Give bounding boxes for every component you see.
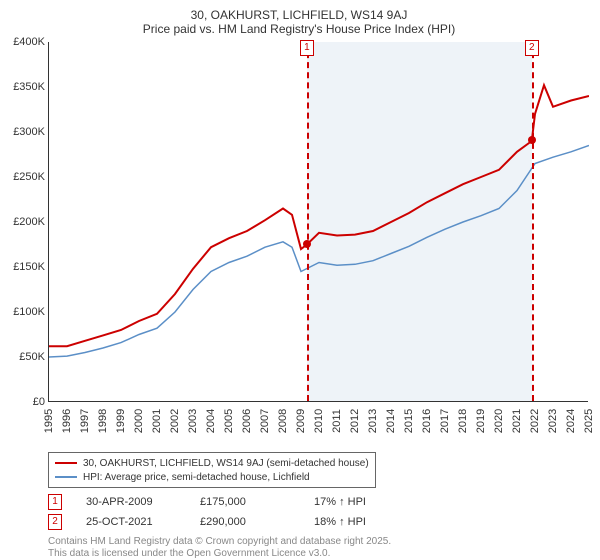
x-axis-label: 2000 (133, 409, 145, 433)
row-marker-box: 1 (48, 494, 62, 510)
marker-label-box: 1 (300, 40, 314, 56)
plot-region: £0£50K£100K£150K£200K£250K£300K£350K£400… (48, 42, 588, 402)
y-axis-label: £100K (5, 306, 45, 318)
x-axis-label: 2010 (313, 409, 325, 433)
x-axis-label: 2014 (385, 409, 397, 433)
x-axis-label: 2007 (259, 409, 271, 433)
row-delta: 17% ↑ HPI (314, 496, 404, 508)
y-axis-label: £250K (5, 171, 45, 183)
x-axis-label: 2004 (205, 409, 217, 433)
y-axis-label: £300K (5, 126, 45, 138)
x-axis-label: 2005 (223, 409, 235, 433)
legend-label: HPI: Average price, semi-detached house,… (83, 472, 310, 483)
x-axis-label: 1996 (61, 409, 73, 433)
marker-dot (303, 240, 311, 248)
row-price: £175,000 (200, 496, 290, 508)
chart-title: 30, OAKHURST, LICHFIELD, WS14 9AJ (8, 8, 590, 22)
x-axis-label: 2009 (295, 409, 307, 433)
table-row: 2 25-OCT-2021 £290,000 18% ↑ HPI (48, 512, 590, 532)
x-axis-label: 2020 (493, 409, 505, 433)
footer-attribution: Contains HM Land Registry data © Crown c… (48, 536, 590, 560)
x-axis-label: 2025 (583, 409, 595, 433)
x-axis-label: 2022 (529, 409, 541, 433)
x-axis-label: 1995 (43, 409, 55, 433)
row-delta: 18% ↑ HPI (314, 516, 404, 528)
y-axis-label: £400K (5, 36, 45, 48)
x-axis-label: 2006 (241, 409, 253, 433)
x-axis-label: 2001 (151, 409, 163, 433)
x-axis-label: 2018 (457, 409, 469, 433)
x-axis-label: 2008 (277, 409, 289, 433)
x-axis-label: 1997 (79, 409, 91, 433)
chart-lines (49, 42, 589, 402)
x-axis-label: 2019 (475, 409, 487, 433)
x-axis-label: 2003 (187, 409, 199, 433)
x-axis-label: 1998 (97, 409, 109, 433)
legend-item: HPI: Average price, semi-detached house,… (55, 470, 369, 484)
row-marker-box: 2 (48, 514, 62, 530)
legend-item: 30, OAKHURST, LICHFIELD, WS14 9AJ (semi-… (55, 456, 369, 470)
legend-swatch (55, 476, 77, 478)
marker-line (532, 42, 534, 401)
y-axis-label: £350K (5, 81, 45, 93)
marker-data-table: 1 30-APR-2009 £175,000 17% ↑ HPI 2 25-OCT-202… (48, 492, 590, 532)
row-date: 30-APR-2009 (86, 496, 176, 508)
row-date: 25-OCT-2021 (86, 516, 176, 528)
x-axis-label: 2013 (367, 409, 379, 433)
x-axis-label: 2015 (403, 409, 415, 433)
x-axis-label: 1999 (115, 409, 127, 433)
x-axis-label: 2021 (511, 409, 523, 433)
x-axis-label: 2012 (349, 409, 361, 433)
marker-dot (528, 136, 536, 144)
row-price: £290,000 (200, 516, 290, 528)
chart-subtitle: Price paid vs. HM Land Registry's House … (8, 22, 590, 36)
x-axis-label: 2024 (565, 409, 577, 433)
legend-label: 30, OAKHURST, LICHFIELD, WS14 9AJ (semi-… (83, 458, 369, 469)
series-line (49, 85, 589, 346)
marker-label-box: 2 (525, 40, 539, 56)
footer-line-2: This data is licensed under the Open Gov… (48, 548, 590, 560)
x-axis-label: 2011 (331, 409, 343, 433)
x-axis-label: 2023 (547, 409, 559, 433)
x-axis-label: 2017 (439, 409, 451, 433)
x-axis-label: 2002 (169, 409, 181, 433)
y-axis-label: £50K (5, 351, 45, 363)
y-axis-label: £200K (5, 216, 45, 228)
y-axis-label: £150K (5, 261, 45, 273)
legend-box: 30, OAKHURST, LICHFIELD, WS14 9AJ (semi-… (48, 452, 376, 488)
table-row: 1 30-APR-2009 £175,000 17% ↑ HPI (48, 492, 590, 512)
y-axis-label: £0 (5, 396, 45, 408)
marker-line (307, 42, 309, 401)
footer-line-1: Contains HM Land Registry data © Crown c… (48, 536, 590, 548)
chart-area: £0£50K£100K£150K£200K£250K£300K£350K£400… (48, 42, 590, 422)
legend-swatch (55, 462, 77, 464)
x-axis-label: 2016 (421, 409, 433, 433)
